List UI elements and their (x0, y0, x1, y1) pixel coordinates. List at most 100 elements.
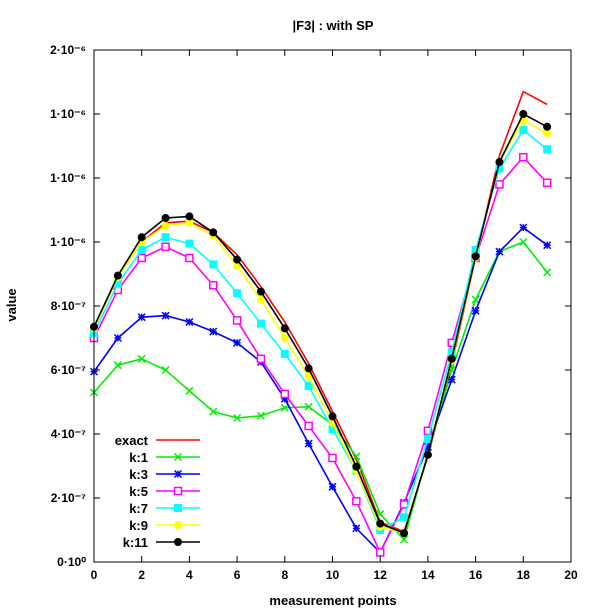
y-tick-label: 1·10⁻⁶ (50, 107, 86, 121)
data-point-k5 (161, 242, 170, 252)
data-point-k3 (304, 439, 313, 448)
y-tick-label: 4·10⁻⁷ (51, 427, 86, 441)
data-point-k3 (233, 338, 242, 347)
data-point-k7 (304, 382, 313, 390)
chart-title: |F3| : with SP (293, 18, 374, 33)
data-point-k1 (519, 237, 528, 247)
data-point-k3 (471, 306, 480, 315)
x-tick-label: 16 (469, 568, 483, 582)
data-point-k11 (447, 354, 456, 363)
legend-label-k11: k:11 (123, 535, 148, 550)
x-tick-label: 12 (374, 568, 388, 582)
y-tick-label: 0·10⁰ (57, 555, 86, 569)
data-point-k1-stroke (543, 268, 552, 277)
series-line-k9 (93, 119, 548, 535)
data-point-k1 (209, 407, 218, 416)
x-tick-label: 8 (281, 568, 288, 582)
data-point-k1 (543, 268, 552, 277)
data-point-k1-stroke (137, 354, 146, 363)
data-point-k1-stroke (519, 237, 528, 247)
series-k5 (89, 152, 552, 557)
data-point-k5 (280, 389, 290, 399)
data-point-k3 (209, 327, 218, 336)
data-point-k3 (447, 375, 456, 384)
data-point-k1-stroke (233, 413, 242, 423)
data-point-k7 (137, 246, 146, 254)
data-point-k3 (113, 333, 122, 343)
data-point-k11 (233, 255, 242, 264)
data-point-k5 (495, 180, 504, 189)
data-point-k11 (400, 529, 409, 538)
y-tick-label: 8·10⁻⁷ (51, 299, 86, 313)
data-point-k3 (328, 482, 337, 491)
data-point-k1 (256, 411, 265, 420)
data-point-k11 (519, 110, 528, 118)
data-point-k11 (543, 122, 552, 131)
data-point-k1-stroke (161, 365, 170, 375)
legend-marker-k1 (173, 452, 183, 462)
data-point-k1-stroke (209, 407, 218, 416)
x-tick-label: 14 (421, 568, 435, 582)
legend-marker-k3 (173, 469, 183, 479)
x-tick-label: 6 (234, 568, 241, 582)
data-point-k11 (328, 412, 337, 421)
y-tick-label: 6·10⁻⁷ (51, 363, 86, 377)
legend: exact k:1 k:3 k:5 k:7 k:9 k:11 (115, 433, 200, 550)
data-point-k9 (256, 295, 265, 304)
data-point-k1 (113, 361, 122, 370)
data-point-k7 (185, 239, 194, 248)
series-k7 (90, 126, 552, 534)
data-point-k11 (304, 364, 313, 373)
data-point-k1 (304, 402, 313, 411)
data-point-k3 (185, 317, 194, 327)
data-point-k1-stroke (113, 361, 122, 370)
data-point-k5 (519, 152, 528, 162)
x-tick-label: 0 (91, 568, 98, 582)
legend-marker-k9 (174, 521, 182, 529)
y-tick-label: 1·10⁻⁶ (50, 235, 86, 249)
series-line-k7 (93, 128, 548, 532)
data-point-k5 (209, 280, 218, 290)
data-point-k5 (137, 253, 146, 263)
data-point-k1 (161, 365, 170, 375)
data-point-k11 (376, 519, 385, 528)
legend-label-k9: k:9 (129, 518, 148, 533)
data-point-k3 (543, 241, 552, 250)
data-point-k1-stroke (280, 403, 289, 412)
y-axis-label: value (4, 288, 19, 321)
data-point-k1-stroke (256, 411, 265, 420)
data-point-k7 (519, 126, 528, 134)
data-point-k5 (185, 253, 194, 263)
data-point-k5 (328, 453, 337, 463)
data-point-k5 (256, 354, 266, 364)
data-point-k5 (352, 496, 361, 506)
data-point-k5 (423, 426, 433, 436)
legend-marker-k5 (173, 486, 183, 496)
data-point-k11 (471, 252, 480, 261)
series-k11 (90, 110, 552, 538)
legend-label-k1: k:1 (129, 450, 148, 465)
data-point-k1 (400, 535, 409, 544)
data-point-k3 (352, 524, 361, 533)
data-point-k1-stroke (471, 295, 480, 304)
data-point-k7 (233, 289, 242, 298)
data-point-k7 (400, 513, 409, 522)
data-point-k3 (161, 311, 170, 320)
data-point-k1 (137, 354, 146, 363)
y-tick-label: 1·10⁻⁶ (50, 171, 86, 185)
data-point-k1 (233, 413, 242, 423)
data-point-k3 (495, 247, 504, 256)
data-point-k7 (209, 260, 218, 269)
x-tick-label: 2 (138, 568, 145, 582)
data-point-k1 (352, 452, 361, 461)
x-tick-label: 18 (517, 568, 531, 582)
legend-label-exact: exact (115, 433, 149, 448)
data-point-k1-stroke (185, 386, 194, 395)
data-point-k11 (161, 214, 170, 222)
data-point-k7 (161, 233, 170, 242)
series-k3 (89, 223, 552, 557)
data-point-k11 (209, 228, 218, 237)
data-point-k1-stroke (304, 402, 313, 411)
legend-label-k7: k:7 (129, 501, 148, 516)
